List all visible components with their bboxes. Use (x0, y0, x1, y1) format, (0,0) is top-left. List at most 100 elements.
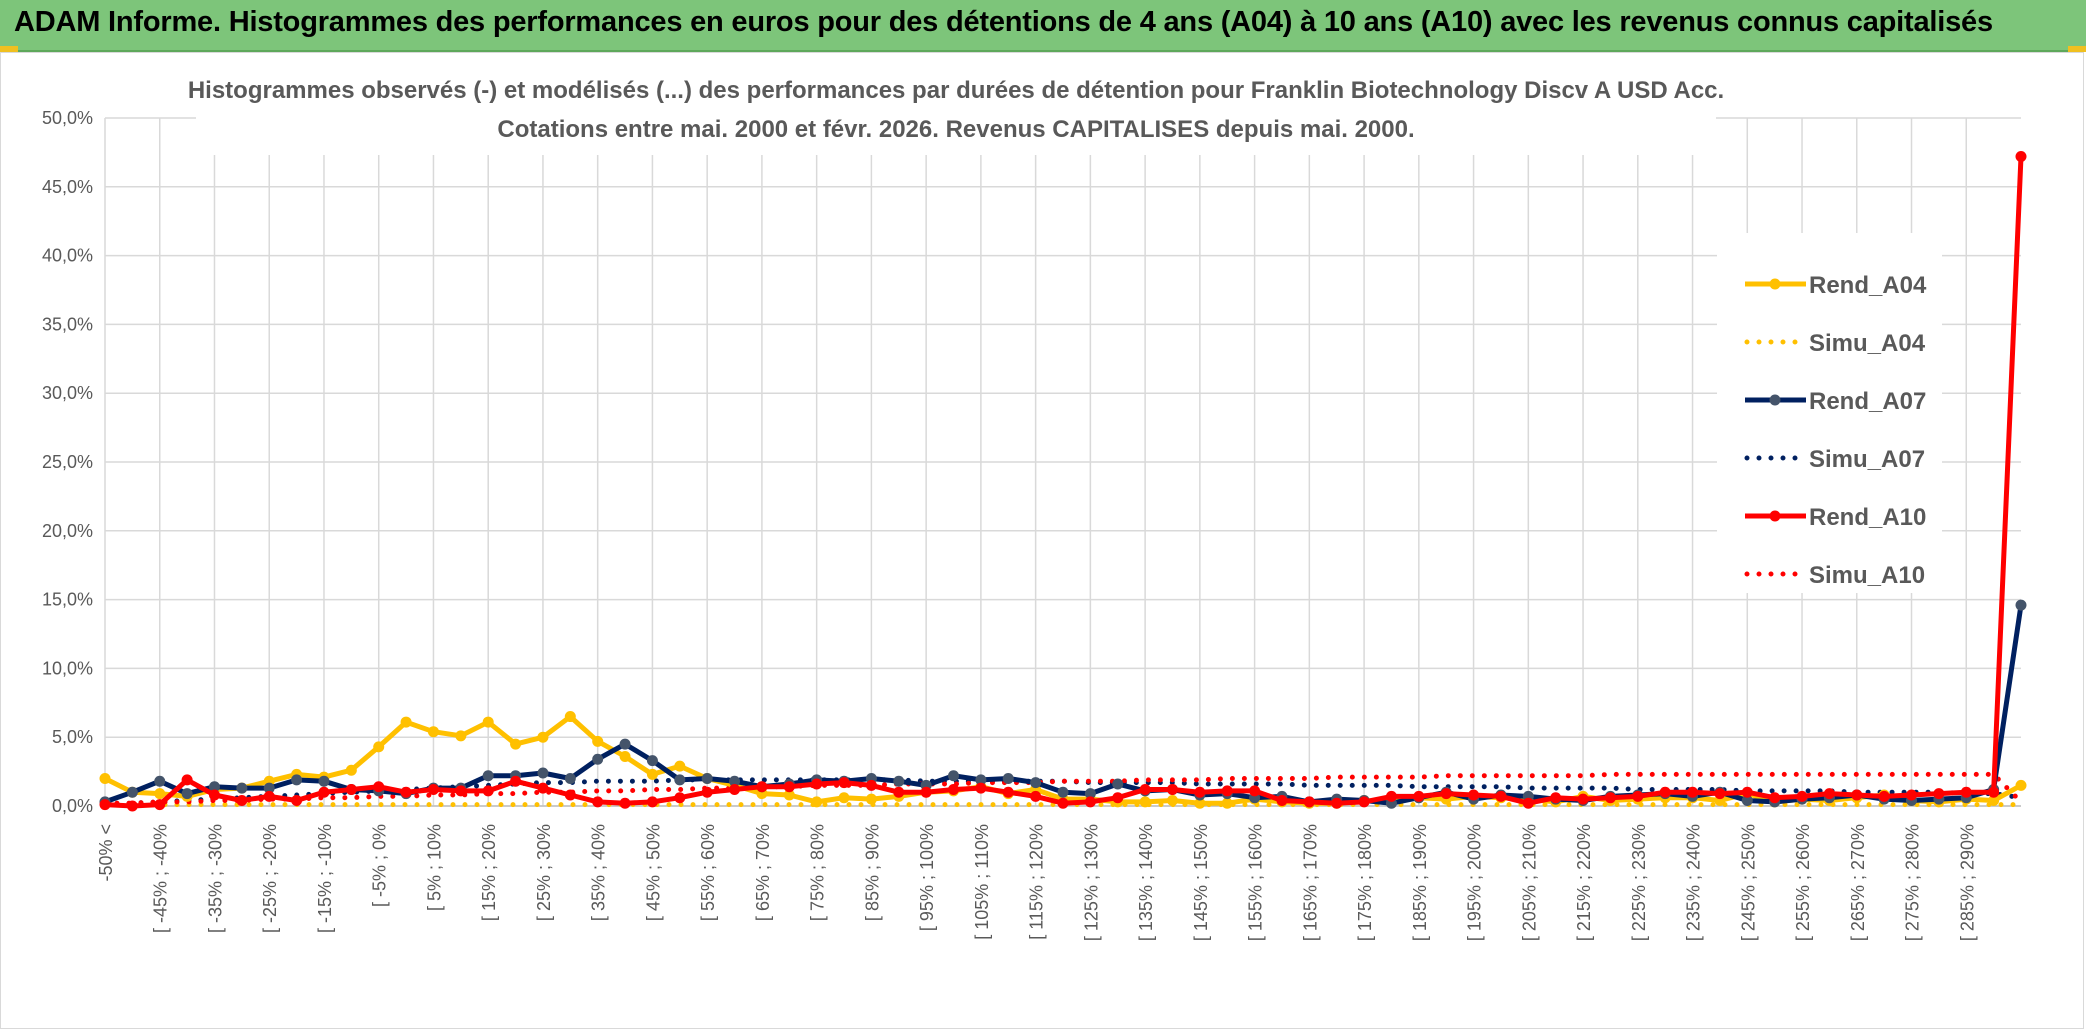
chart-frame: 0,0% 5,0% 10,0% 15,0% 20,0% 25,0% 30,0% 35,0% 40… (0, 52, 2084, 1029)
y-tick-label: 45,0% (42, 177, 93, 197)
data-point (126, 786, 138, 798)
data-point (318, 775, 330, 787)
legend-item-rend-a04: Rend_A04 (1745, 272, 1927, 299)
data-point (1030, 790, 1042, 802)
data-point (1084, 788, 1096, 800)
data-point (99, 772, 111, 784)
data-point (674, 774, 686, 786)
data-point (674, 760, 686, 772)
y-tick-label: 15,0% (42, 590, 93, 610)
data-point (154, 799, 166, 811)
chart-title-background (196, 59, 1716, 155)
y-tick-label: 5,0% (52, 727, 93, 747)
legend-item-simu-a07: Simu_A07 (1744, 446, 1925, 473)
data-point (291, 774, 303, 786)
data-point (1194, 786, 1206, 798)
data-point (1988, 794, 2000, 806)
data-point (1030, 777, 1042, 789)
series-rend-a07 (99, 599, 2027, 809)
data-point (1741, 794, 1753, 806)
legend-item-simu-a04: Simu_A04 (1744, 330, 1926, 357)
banner-accent-left (0, 46, 18, 52)
data-point (1741, 786, 1753, 798)
data-point (1112, 792, 1124, 804)
report-banner: ADAM Informe. Histogrammes des performan… (0, 0, 2086, 52)
data-point (1084, 796, 1096, 808)
data-point (674, 792, 686, 804)
data-point (1413, 790, 1425, 802)
data-point (482, 770, 494, 782)
data-point (455, 730, 467, 742)
x-tick-label: [ 225% ; 230% (1629, 824, 1649, 941)
data-point (975, 782, 987, 794)
data-point (729, 783, 741, 795)
data-point (537, 767, 549, 779)
histogram-line-chart: 0,0% 5,0% 10,0% 15,0% 20,0% 25,0% 30,0% 35,0% 40… (42, 59, 2027, 941)
data-point (263, 790, 275, 802)
data-point (537, 731, 549, 743)
data-point (1988, 786, 2000, 798)
x-tick-label: [ -5% ; 0% (370, 824, 390, 907)
legend-label: Rend_A04 (1809, 272, 1927, 299)
data-point (510, 775, 522, 787)
legend-label: Simu_A04 (1809, 330, 1926, 357)
x-tick-label: [ 245% ; 250% (1738, 824, 1758, 941)
data-point (236, 782, 248, 794)
banner-accent-right (2068, 46, 2086, 52)
x-tick-label: [ 105% ; 110% (972, 824, 992, 940)
data-point (1276, 794, 1288, 806)
data-point (948, 783, 960, 795)
data-point (126, 800, 138, 812)
x-tick-label: [ 235% ; 240% (1684, 824, 1704, 941)
data-point (1057, 786, 1069, 798)
x-tick-label: [ 265% ; 270% (1848, 824, 1868, 941)
x-axis: -50% < [ -45% ; -40% [ -35% ; -30% [ -25% ;… (96, 805, 2021, 941)
x-tick-label: [ 95% ; 100% (917, 824, 937, 931)
y-tick-label: 35,0% (42, 314, 93, 334)
data-point (482, 716, 494, 728)
data-point (619, 750, 631, 762)
data-point (783, 781, 795, 793)
data-point (1249, 785, 1261, 797)
x-tick-label: [ 195% ; 200% (1465, 824, 1485, 941)
data-point (537, 782, 549, 794)
data-point (1577, 793, 1589, 805)
series-line (102, 771, 2024, 806)
data-point (400, 716, 412, 728)
series-simu-a10 (102, 771, 2024, 806)
legend-marker (1769, 394, 1781, 406)
x-tick-label: [ 165% ; 170% (1300, 824, 1320, 941)
legend-item-rend-a07: Rend_A07 (1745, 388, 1926, 415)
x-tick-label: [ 125% ; 130% (1081, 824, 1101, 941)
data-point (564, 772, 576, 784)
data-point (263, 782, 275, 794)
data-point (373, 741, 385, 753)
x-tick-label: [ 155% ; 160% (1246, 824, 1266, 941)
data-point (701, 786, 713, 798)
data-point (592, 735, 604, 747)
data-point (1796, 790, 1808, 802)
data-point (893, 786, 905, 798)
x-tick-label: [ 215% ; 220% (1574, 824, 1594, 941)
data-point (1385, 790, 1397, 802)
x-tick-label: [ 25% ; 30% (534, 824, 554, 921)
y-tick-label: 50,0% (42, 108, 93, 128)
data-point (646, 755, 658, 767)
x-tick-label: [ 75% ; 80% (808, 824, 828, 921)
x-tick-label: [ 185% ; 190% (1410, 824, 1430, 941)
data-point (783, 789, 795, 801)
x-tick-label: -50% < (96, 824, 116, 882)
legend-item-rend-a10: Rend_A10 (1745, 504, 1926, 531)
series-rend-a10 (99, 151, 2027, 812)
x-tick-label: [ 15% ; 20% (479, 824, 499, 921)
x-tick-label: [ 85% ; 90% (862, 824, 882, 921)
y-tick-label: 10,0% (42, 658, 93, 678)
data-point (1851, 789, 1863, 801)
data-point (865, 779, 877, 791)
legend-marker (1769, 278, 1781, 290)
data-point (1221, 785, 1233, 797)
data-point (400, 786, 412, 798)
data-point (1057, 797, 1069, 809)
data-point (811, 796, 823, 808)
data-point (2015, 599, 2027, 611)
